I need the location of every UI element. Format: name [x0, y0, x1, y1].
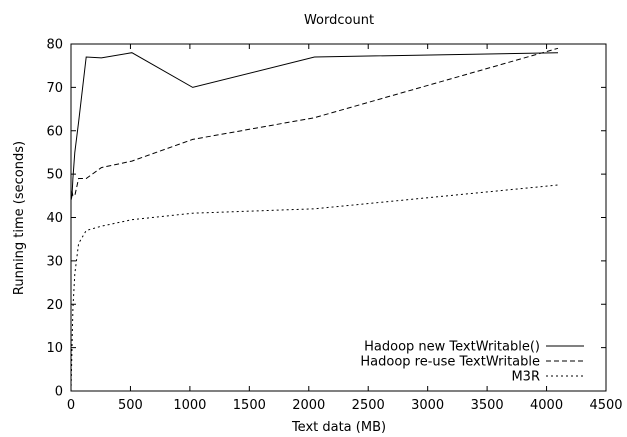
x-axis-label: Text data (MB) [291, 420, 386, 435]
series-line-1 [70, 52, 559, 201]
x-tick-label: 2500 [352, 398, 385, 413]
x-tick-label: 4000 [530, 398, 563, 413]
legend-label-3: M3R [511, 370, 540, 385]
y-tick-label: 70 [46, 81, 63, 96]
y-tick-label: 50 [46, 168, 63, 183]
legend-label-2: Hadoop re-use TextWritable [360, 355, 540, 370]
y-tick-label: 20 [46, 298, 63, 313]
series-layer [70, 47, 559, 392]
y-axis-ticks: 0 10 20 30 40 50 60 70 80 [46, 38, 606, 400]
legend-label-1: Hadoop new TextWritable() [364, 340, 540, 355]
x-tick-label: 1500 [233, 398, 266, 413]
y-tick-label: 40 [46, 211, 63, 226]
series-line-3 [70, 184, 559, 392]
series-line-2 [70, 47, 559, 201]
x-tick-label: 0 [67, 398, 75, 413]
y-tick-label: 80 [46, 38, 63, 53]
y-tick-label: 0 [55, 385, 63, 400]
x-tick-label: 1000 [173, 398, 206, 413]
x-tick-label: 4500 [589, 398, 622, 413]
y-tick-label: 30 [46, 254, 63, 269]
x-tick-label: 2000 [292, 398, 325, 413]
y-tick-label: 60 [46, 124, 63, 139]
x-tick-label: 3500 [471, 398, 504, 413]
legend: Hadoop new TextWritable()Hadoop re-use T… [360, 340, 584, 385]
y-tick-label: 10 [46, 341, 63, 356]
x-axis-ticks: 0 500 1000 1500 2000 2500 3000 3500 4000 4500 [67, 44, 623, 413]
y-axis-label: Running time (seconds) [12, 141, 27, 295]
x-tick-label: 500 [118, 398, 143, 413]
x-tick-label: 3000 [411, 398, 444, 413]
chart-title: Wordcount [304, 13, 374, 28]
